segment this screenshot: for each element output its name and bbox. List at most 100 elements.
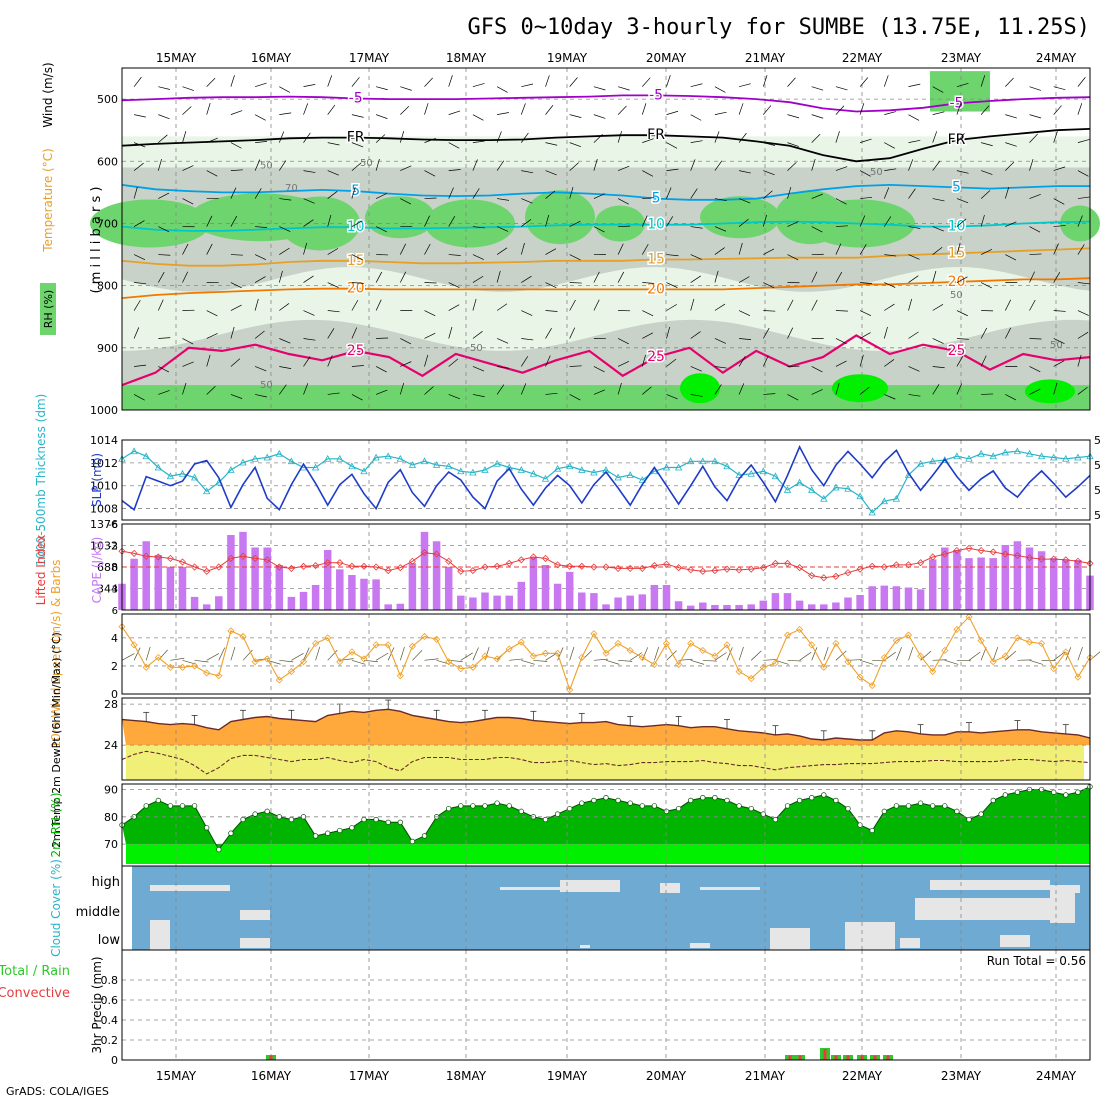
panel-y-labels: Wind (m/s) Temperature (°C) RH (%) ( m i l …: [0, 62, 104, 1053]
li-point: [433, 550, 441, 558]
thickness-point: [481, 466, 489, 473]
thickness-point: [638, 476, 646, 483]
cape-bar: [565, 571, 574, 610]
wind-speed-point: [1062, 648, 1070, 656]
wind-barb: [1029, 253, 1042, 255]
wind-barb: [521, 219, 532, 227]
wind-speed-point: [917, 652, 925, 660]
wind-barb: [859, 386, 870, 395]
wind-barb: [763, 310, 776, 312]
wind-barb: [327, 75, 333, 87]
wind-barb-10m: [424, 658, 439, 661]
wind-barb: [230, 282, 242, 289]
wind-barb: [448, 394, 461, 400]
rh-point: [627, 800, 633, 806]
wind-barb: [545, 190, 556, 199]
wind-barb: [956, 198, 969, 204]
thickness-point: [360, 467, 368, 475]
wind-barb: [255, 226, 268, 228]
wind-barb: [787, 186, 792, 199]
wind-barb: [811, 389, 823, 395]
wind-barb: [1005, 77, 1014, 87]
cape-bar: [311, 585, 320, 610]
thickness-point: [239, 458, 247, 466]
wind-barb: [835, 271, 843, 283]
wind-barb: [497, 198, 510, 201]
cloud-block: [915, 898, 1075, 920]
cape-bar: [227, 535, 235, 610]
wind-barb: [424, 386, 434, 395]
y-tick-label: 0: [111, 688, 118, 701]
cloud-block: [845, 922, 895, 950]
wind-barb: [255, 141, 268, 143]
wind-barb: [230, 215, 238, 227]
wind-speed-point: [711, 652, 719, 660]
li-point: [517, 556, 525, 564]
isotherm-label: 20: [948, 274, 966, 290]
wind-barb-10m: [618, 659, 633, 662]
cape-bar: [202, 604, 211, 610]
wind-barb: [860, 282, 873, 284]
li-point: [324, 559, 332, 567]
wind-barb-10m: [799, 652, 812, 661]
wind-barb-10m: [291, 652, 304, 661]
wind-barb: [835, 243, 842, 255]
wind-speed-point: [203, 669, 211, 677]
rh-contour-label: 50: [260, 380, 273, 391]
wind-barb: [520, 242, 525, 255]
wind-barb: [182, 106, 192, 115]
wind-barb: [666, 110, 679, 115]
y-tick-label: 688: [97, 561, 118, 574]
wind-barb: [617, 165, 630, 171]
rh-area-fill: [122, 786, 1090, 850]
thickness-point: [832, 483, 840, 491]
wind-barb-10m: [230, 646, 236, 661]
wind-barb: [303, 383, 309, 395]
y-tick-label: 0.4: [101, 1014, 119, 1027]
rh-point: [458, 803, 464, 809]
li-point: [336, 559, 344, 567]
thickness-point: [432, 461, 441, 468]
cape-bar: [638, 594, 647, 610]
rh-point: [191, 803, 198, 809]
thickness-point: [396, 454, 404, 462]
wind-barb-10m: [267, 659, 281, 665]
wind-barb: [981, 142, 993, 147]
isotherm-label: FR: [948, 132, 966, 148]
bottom-day-labels: 15MAY 16MAY 17MAY 18MAY 19MAY 20MAY 21MAY 22MAY…: [156, 1069, 1077, 1083]
wind-speed-point: [904, 631, 913, 639]
wind-barb: [545, 392, 558, 395]
wind-barb: [254, 276, 266, 283]
rh-contour-label: 50: [870, 167, 883, 178]
thickness-point: [275, 449, 283, 457]
rh-point: [361, 816, 367, 823]
thickness-point: [820, 494, 828, 502]
wind-barb: [375, 299, 382, 311]
wind-barb: [593, 86, 606, 91]
wind-barb: [158, 114, 170, 120]
wind-speed-point: [469, 663, 477, 671]
rh-point: [397, 819, 403, 825]
wind-barb: [859, 138, 872, 143]
wind-barb: [472, 254, 484, 260]
y-tick-label: 80: [104, 811, 118, 824]
wind-barb: [835, 382, 840, 395]
wind-barb: [666, 394, 678, 400]
wind-barb: [303, 84, 316, 87]
cape-bar: [142, 541, 150, 610]
isotherm-label: -5: [649, 87, 663, 103]
wind-speed-point: [783, 631, 792, 639]
wind-barb: [1004, 186, 1010, 199]
wind-barb: [134, 114, 146, 118]
isotherm-label: 25: [647, 349, 665, 365]
wind-barb: [690, 159, 696, 171]
wind-barb: [763, 142, 776, 146]
wind-speed-point: [166, 663, 174, 671]
wind-barb: [303, 132, 311, 143]
li-point: [348, 562, 356, 570]
wind-barb: [739, 170, 751, 174]
wind-barb-10m: [702, 659, 717, 662]
cape-bar: [989, 558, 997, 610]
wind-barb: [932, 160, 941, 171]
isotherm-label: 10: [347, 219, 365, 235]
